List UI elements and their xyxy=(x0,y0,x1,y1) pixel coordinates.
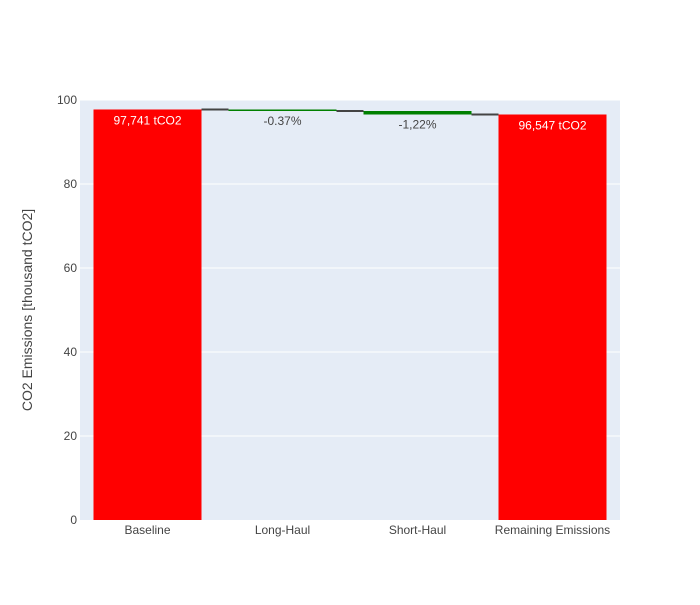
x-axis-ticks: Baseline Long-Haul Short-Haul Remaining Emi… xyxy=(124,523,610,537)
data-label: 96,547 tCO2 xyxy=(518,119,586,133)
y-axis-title: CO2 Emissions [thousand tCO2] xyxy=(19,209,35,411)
x-tick-label: Remaining Emissions xyxy=(495,523,610,537)
y-tick-label: 100 xyxy=(57,93,77,107)
y-tick-label: 60 xyxy=(64,261,78,275)
x-tick-label: Baseline xyxy=(124,523,170,537)
connectors xyxy=(201,108,499,116)
y-tick-label: 40 xyxy=(64,345,78,359)
bar-baseline xyxy=(93,109,202,521)
y-axis-ticks: 0 20 40 60 80 100 xyxy=(57,93,77,527)
data-label: 97,741 tCO2 xyxy=(113,113,181,127)
bars xyxy=(93,109,607,521)
data-labels: 97,741 tCO2 -0.37% -1,22% 96,547 tCO2 xyxy=(113,113,586,132)
y-tick-label: 20 xyxy=(64,429,78,443)
bar-long-haul xyxy=(228,109,337,111)
x-tick-label: Short-Haul xyxy=(389,523,446,537)
x-tick-label: Long-Haul xyxy=(255,523,310,537)
bar-short-haul xyxy=(363,110,472,115)
y-tick-label: 0 xyxy=(70,513,77,527)
y-tick-label: 80 xyxy=(64,177,78,191)
data-label: -1,22% xyxy=(398,118,436,132)
data-label: -0.37% xyxy=(263,114,301,128)
bar-remaining-emissions xyxy=(498,114,607,521)
